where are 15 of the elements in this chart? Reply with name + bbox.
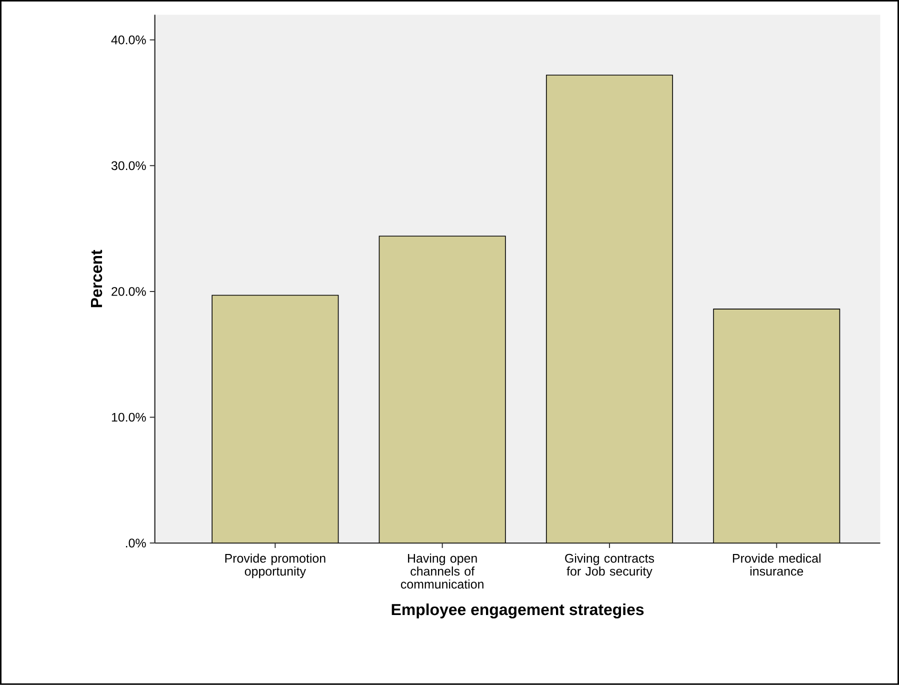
x-tick-label: Provide medical insurance [732,554,820,576]
y-tick-label: 40.0% [111,36,146,44]
bar [378,236,506,544]
y-tick-label: 20.0% [112,287,146,296]
bar [546,74,673,544]
y-axis-title: Percent [91,250,102,308]
bar [212,294,339,544]
y-tick-label: 30.0% [111,161,146,170]
x-tick-label: Provide promotion opportunity [225,554,326,578]
bar [713,308,840,544]
y-tick-label: 10.0% [112,412,146,422]
x-tick-label: Giving contracts for Job security [565,554,654,578]
x-axis-title: Employee engagement strategies [392,604,644,618]
x-tick-label: Having open channels of communication [400,554,484,589]
y-tick-label: .0% [126,538,146,548]
